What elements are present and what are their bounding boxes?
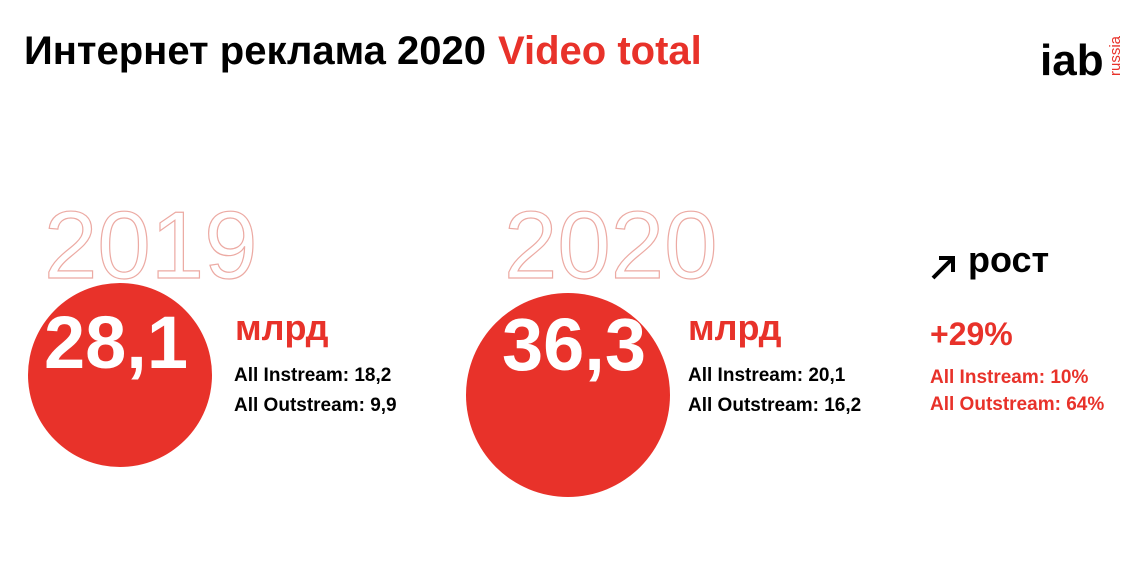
detail: All Outstream: 9,9 (234, 395, 397, 416)
growth-label: рост (968, 239, 1049, 280)
growth-detail: All Instream: 10% (930, 367, 1088, 388)
detail: All Instream: 18,2 (234, 365, 391, 386)
title-highlight: Video total (498, 29, 702, 73)
year: 2019 (44, 192, 258, 299)
unit: млрд (235, 307, 329, 348)
unit: млрд (688, 307, 782, 348)
detail: All Instream: 20,1 (688, 365, 846, 386)
year: 2020 (504, 192, 718, 299)
logo: iab (1040, 36, 1104, 85)
circle (466, 293, 670, 497)
logo-sub: russia (1107, 35, 1124, 76)
total: 28,1 (44, 301, 188, 384)
growth-total: +29% (930, 316, 1013, 352)
detail: All Outstream: 16,2 (688, 395, 861, 416)
title-main: Интернет реклама 2020 (24, 29, 486, 73)
circle (28, 283, 212, 467)
title: Интернет реклама 2020 Video total (24, 29, 702, 73)
total: 36,3 (502, 303, 646, 386)
growth-detail: All Outstream: 64% (930, 394, 1104, 415)
arrow-icon (931, 256, 955, 280)
